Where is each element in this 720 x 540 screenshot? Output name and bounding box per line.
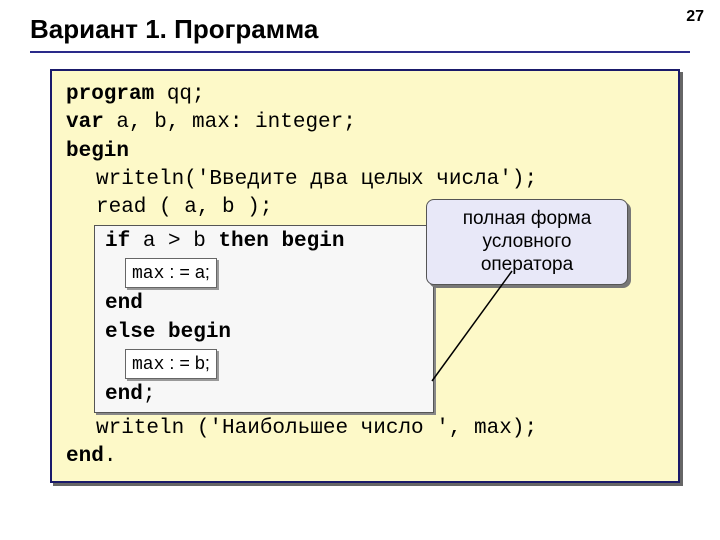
callout-line1: полная форма <box>437 208 617 231</box>
code-line-3: begin <box>66 138 664 166</box>
code-text: a, b, max: integer; <box>104 111 356 134</box>
code-line-12: writeln ('Наибольшее число ', max); <box>66 415 664 443</box>
code-line-8: end <box>105 290 423 318</box>
hl-text: : = a; <box>164 262 210 282</box>
code-line-1: program qq; <box>66 81 664 109</box>
code-text: writeln('Введите два целых числа'); <box>96 168 537 191</box>
code-block: program qq; var a, b, max: integer; begi… <box>50 69 680 483</box>
kw-then-begin: then begin <box>218 230 344 253</box>
kw-program: program <box>66 83 154 106</box>
hl-text: max <box>132 355 164 375</box>
code-line-10: max : = b; <box>105 347 423 381</box>
code-line-13: end. <box>66 443 664 471</box>
kw-end: end <box>66 445 104 468</box>
page-title: Вариант 1. Программа <box>0 0 720 51</box>
kw-begin: begin <box>66 140 129 163</box>
kw-end: end <box>105 292 143 315</box>
callout-line2: условного <box>437 231 617 254</box>
hl-text: max <box>132 264 164 284</box>
callout-pointer <box>432 271 522 391</box>
code-line-11: end; <box>105 381 423 409</box>
code-line-4: writeln('Введите два целых числа'); <box>66 166 664 194</box>
kw-if: if <box>105 230 130 253</box>
code-text: . <box>104 445 117 468</box>
hl-text: : = b; <box>164 353 210 373</box>
kw-var: var <box>66 111 104 134</box>
highlight-max-b: max : = b; <box>125 349 217 379</box>
code-text: ; <box>143 383 156 406</box>
kw-end: end <box>105 383 143 406</box>
code-text: read ( a, b ); <box>96 196 272 219</box>
code-line-7: max : = a; <box>105 256 423 290</box>
code-line-9: else begin <box>105 319 423 347</box>
code-line-6: if a > b then begin <box>105 228 423 256</box>
code-text: writeln ('Наибольшее число ', max); <box>96 417 537 440</box>
highlight-max-a: max : = a; <box>125 258 217 288</box>
title-rule <box>30 51 690 53</box>
code-text: a > b <box>130 230 218 253</box>
code-text: qq; <box>154 83 204 106</box>
code-line-2: var a, b, max: integer; <box>66 109 664 137</box>
if-block-box: if a > b then begin max : = a; end else … <box>94 225 434 413</box>
kw-else-begin: else begin <box>105 321 231 344</box>
page-number: 27 <box>686 8 704 26</box>
